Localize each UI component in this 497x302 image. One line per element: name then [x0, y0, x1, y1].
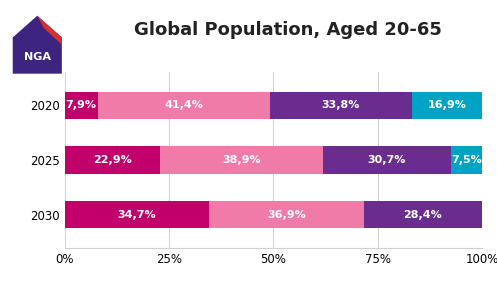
Bar [363, 201, 482, 229]
Bar [451, 146, 482, 174]
Text: 41,4%: 41,4% [165, 100, 203, 110]
Bar [323, 146, 451, 174]
Text: 7,5%: 7,5% [451, 155, 482, 165]
PathPatch shape [37, 16, 62, 45]
Text: 38,9%: 38,9% [222, 155, 261, 165]
PathPatch shape [13, 16, 62, 74]
Bar [97, 92, 270, 119]
Bar [160, 146, 323, 174]
Text: 33,8%: 33,8% [322, 100, 360, 110]
Text: 36,9%: 36,9% [267, 210, 306, 220]
Bar [65, 92, 97, 119]
Text: 28,4%: 28,4% [404, 210, 442, 220]
Bar [65, 201, 209, 229]
Bar [65, 146, 160, 174]
Text: NGA: NGA [24, 52, 51, 62]
Bar [412, 92, 482, 119]
Text: 30,7%: 30,7% [367, 155, 406, 165]
Text: 22,9%: 22,9% [93, 155, 132, 165]
Text: Global Population, Aged 20-65: Global Population, Aged 20-65 [134, 21, 442, 39]
Text: 34,7%: 34,7% [118, 210, 157, 220]
Text: 16,9%: 16,9% [427, 100, 466, 110]
Bar [209, 201, 363, 229]
Text: 7,9%: 7,9% [66, 100, 96, 110]
Bar [270, 92, 412, 119]
